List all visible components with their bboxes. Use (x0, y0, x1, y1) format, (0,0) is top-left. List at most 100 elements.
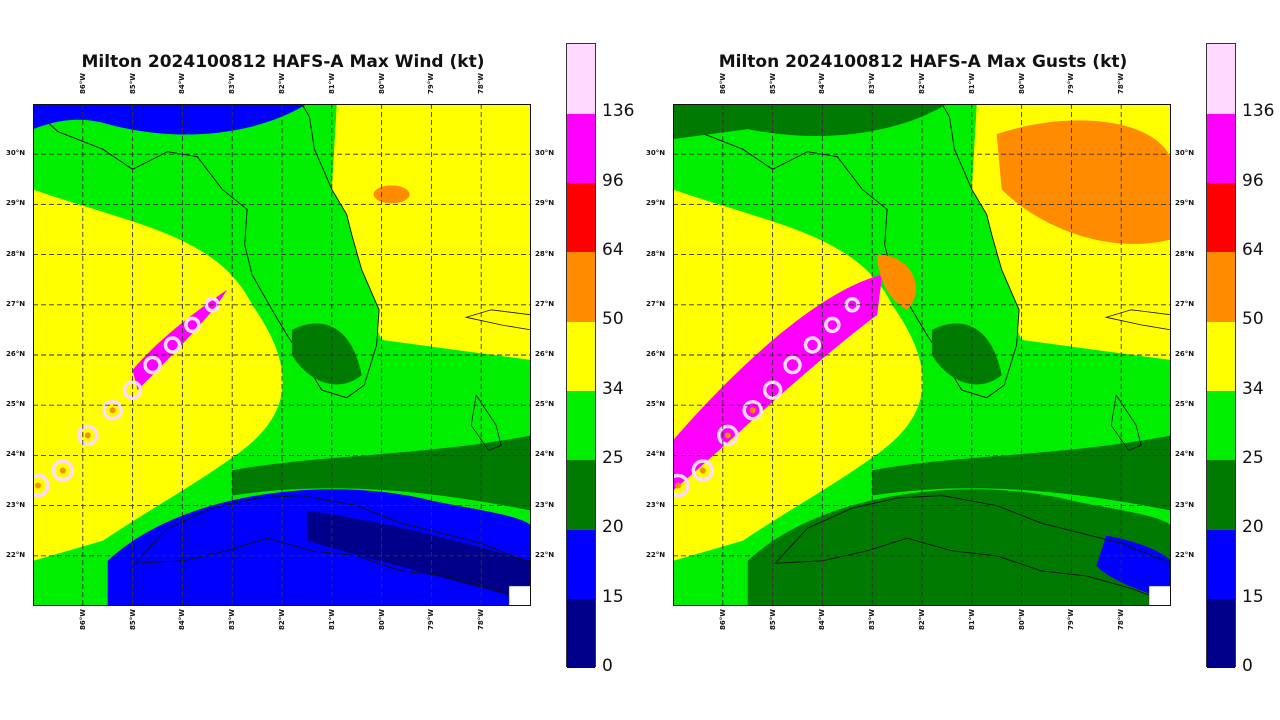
colorbar-tick-label: 34 (1242, 378, 1264, 399)
tampa-orange (877, 254, 916, 310)
colorbar-segment (567, 321, 595, 392)
cuba-coast (774, 495, 1171, 604)
colorbar-tick-label: 0 (1242, 656, 1253, 676)
lat-tick-label: 26°N (1175, 350, 1195, 358)
colorbar-segment (1207, 321, 1235, 392)
lon-tick-label: 78°W (1117, 609, 1126, 630)
lon-tick-label: 82°W (918, 73, 926, 94)
lon-tick-label: 78°W (477, 73, 486, 94)
wind-map[interactable] (33, 104, 531, 606)
colorbar-segment (567, 44, 595, 114)
lat-tick-label: 24°N (6, 450, 26, 459)
track-ring (77, 424, 99, 447)
track-ring (184, 316, 201, 334)
north-blue-zone (33, 104, 307, 135)
lon-tick-label: 84°W (178, 73, 187, 94)
swath-magenta (132, 289, 228, 391)
lat-tick-label: 24°N (646, 450, 666, 459)
lon-tick-label: 82°W (278, 73, 286, 94)
track-ring (33, 473, 50, 498)
gust-panel-title: Milton 2024100812 HAFS-A Max Gusts (kt) (718, 52, 1128, 72)
lon-tick-label: 81°W (327, 609, 336, 630)
lon-tick-label: 85°W (128, 73, 137, 94)
track-eye (724, 432, 731, 439)
lon-tick-label: 81°W (967, 609, 976, 630)
track-ring (783, 355, 802, 375)
atlantic-orange (996, 120, 1171, 244)
colorbar-tick-label: 15 (602, 586, 624, 607)
lat-tick-label: 26°N (646, 350, 666, 358)
colorbar-segment (1207, 598, 1235, 669)
lon-tick-label: 83°W (868, 73, 877, 94)
colorbar-tick-label: 34 (602, 378, 624, 399)
lon-tick-label: 81°W (327, 73, 336, 94)
lon-tick-label: 86°W (78, 73, 87, 94)
lon-tick-label: 84°W (818, 609, 827, 630)
lon-tick-label: 79°W (1067, 609, 1076, 630)
lat-tick-label: 28°N (646, 249, 666, 258)
bahamas-coast (464, 309, 531, 331)
lon-tick-label: 78°W (477, 609, 486, 630)
lon-tick-label: 81°W (967, 73, 976, 94)
colorbar-segment (567, 113, 595, 184)
lon-tick-label: 79°W (427, 73, 436, 94)
track-ring (742, 399, 763, 421)
track-ring (102, 399, 123, 421)
lat-tick-label: 26°N (6, 350, 26, 358)
lat-tick-label: 29°N (1175, 199, 1195, 208)
track-ring (803, 336, 822, 354)
lat-tick-label: 25°N (6, 400, 26, 409)
cuba-core (1096, 535, 1171, 601)
lat-tick-label: 29°N (6, 199, 26, 208)
colorbar-tick-label: 96 (1242, 170, 1264, 191)
colorbar-segment (1207, 460, 1235, 530)
north-green-zone (673, 104, 947, 140)
lat-tick-label: 27°N (535, 299, 555, 308)
florida-inland-zone (291, 323, 362, 385)
lon-tick-label: 83°W (228, 73, 237, 94)
colorbar-segment (1207, 182, 1235, 253)
lon-tick-label: 79°W (427, 609, 436, 630)
lat-tick-label: 24°N (1175, 450, 1195, 459)
lat-tick-label: 22°N (1175, 550, 1195, 559)
lon-tick-label: 82°W (278, 609, 286, 630)
colorbar-segment (1207, 113, 1235, 184)
track-eye (34, 482, 41, 489)
gust-map[interactable] (673, 104, 1171, 606)
lon-tick-label: 86°W (718, 609, 727, 630)
lat-tick-label: 26°N (535, 350, 555, 358)
florida-land (33, 104, 380, 399)
track-ring (51, 459, 75, 482)
cuba-coast (134, 495, 531, 604)
lon-tick-label: 86°W (718, 73, 727, 94)
lon-tick-label: 79°W (1067, 73, 1076, 94)
lat-tick-label: 28°N (6, 249, 26, 258)
track-ring (143, 355, 162, 375)
gulf-yellow (33, 189, 283, 561)
lon-tick-label: 83°W (868, 609, 877, 630)
bahamas-coast (470, 394, 502, 451)
track-ring (163, 336, 182, 354)
lon-tick-label: 80°W (1017, 609, 1026, 630)
lon-tick-label: 85°W (768, 609, 777, 630)
florida-land (673, 104, 1020, 399)
lat-tick-label: 27°N (646, 299, 666, 308)
track-eye (109, 407, 116, 414)
map-canvas (33, 104, 531, 606)
lat-tick-label: 30°N (1175, 149, 1195, 158)
map-border (33, 104, 531, 606)
atlantic-orange (373, 185, 410, 204)
lon-tick-label: 80°W (377, 73, 386, 94)
colorbar-segment (567, 460, 595, 530)
lon-tick-label: 80°W (377, 609, 386, 630)
colorbar-tick-label: 136 (1242, 101, 1275, 122)
colorbar-tick-label: 64 (1242, 240, 1264, 260)
lon-tick-label: 78°W (1117, 73, 1126, 94)
lon-tick-label: 84°W (818, 73, 827, 94)
track-eye (674, 482, 681, 489)
land-mask (1148, 585, 1171, 606)
lon-tick-label: 85°W (768, 73, 777, 94)
lat-tick-label: 23°N (6, 500, 26, 509)
lat-tick-label: 30°N (6, 149, 26, 158)
track-eye (749, 407, 756, 414)
